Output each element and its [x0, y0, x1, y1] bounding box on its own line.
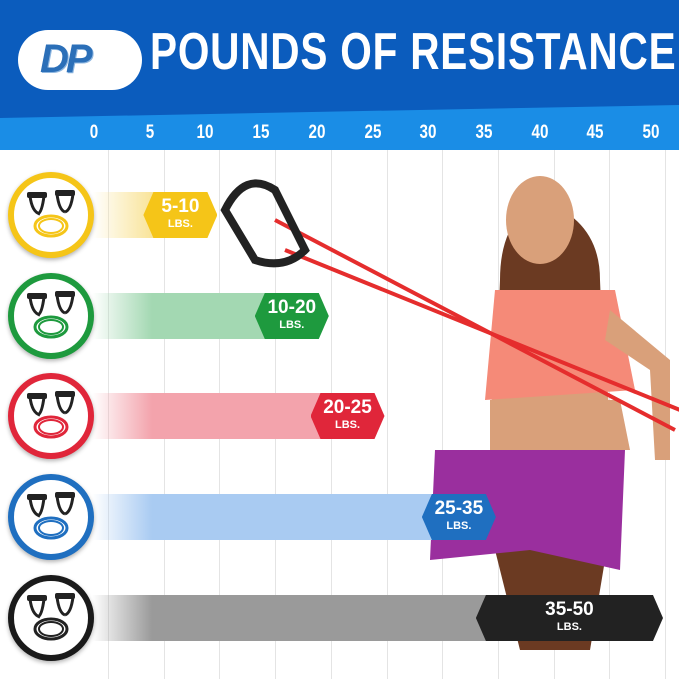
range-label: 5-10 [161, 196, 200, 217]
unit-label: LBS. [334, 419, 361, 431]
range-tag: 5-10 LBS. [143, 192, 217, 238]
range-bar [92, 494, 476, 540]
band-product-icon [8, 373, 94, 459]
x-tick-label: 40 [531, 122, 549, 143]
range-tag: 10-20 LBS. [255, 293, 329, 339]
range-label: 20-25 [323, 397, 372, 418]
range-tag: 25-35 LBS. [422, 494, 496, 540]
page-title: POUNDS OF RESISTANCE [150, 23, 677, 81]
woman-photo [430, 176, 670, 650]
x-tick-label: 35 [475, 122, 493, 143]
range-label: 10-20 [267, 297, 317, 318]
x-tick-label: 25 [364, 122, 381, 143]
band-product-icon [8, 474, 94, 560]
x-tick-label: 15 [252, 122, 270, 143]
range-tag: 35-50 LBS. [476, 595, 663, 641]
x-tick-label: 45 [586, 122, 604, 143]
x-tick-label: 20 [308, 122, 326, 143]
header: DP POUNDS OF RESISTANCE [0, 0, 679, 150]
gridline [386, 150, 388, 679]
band-product-icon [8, 575, 94, 661]
band-product-icon [8, 172, 94, 258]
range-label: 35-50 [545, 599, 594, 620]
x-tick-label: 50 [642, 122, 660, 143]
range-tag: 20-25 LBS. [311, 393, 385, 439]
unit-label: LBS. [167, 218, 193, 230]
dp-logo: DP [18, 30, 142, 90]
gridline [442, 150, 444, 679]
band-product-icon [8, 273, 94, 359]
x-tick-label: 30 [419, 122, 437, 143]
range-label: 25-35 [434, 498, 484, 519]
unit-label: LBS. [279, 319, 305, 331]
unit-label: LBS. [556, 621, 582, 633]
resistance-band [220, 179, 679, 432]
x-tick-label: 10 [196, 122, 214, 143]
x-tick-label: 0 [89, 122, 99, 143]
x-tick-label: 5 [145, 122, 154, 143]
unit-label: LBS. [446, 520, 472, 532]
